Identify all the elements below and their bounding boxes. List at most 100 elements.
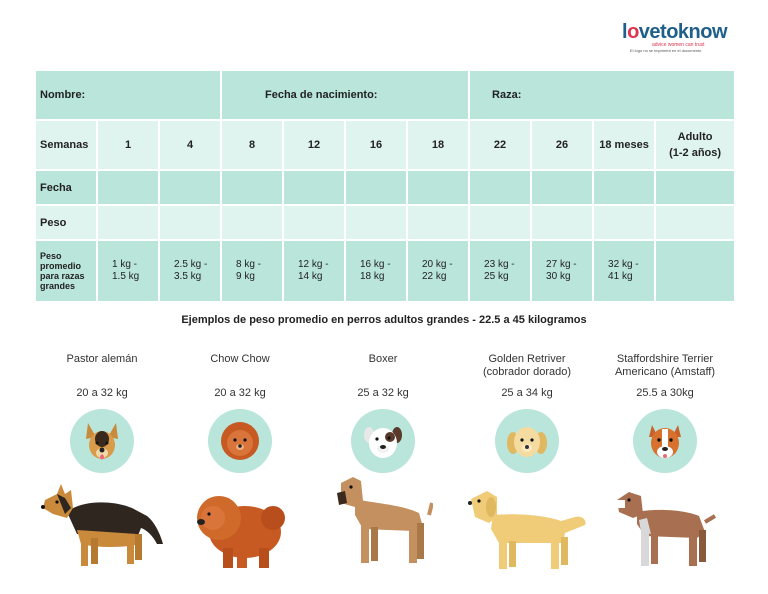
logo-tagline: advice women can trust: [652, 42, 705, 48]
date-input-cell[interactable]: [220, 169, 284, 206]
dog-body-illustration: [37, 478, 167, 575]
avg-weight-min: 16 kg -: [360, 259, 391, 270]
dog-weight-range: 25 a 32 kg: [357, 387, 409, 399]
date-input-cell[interactable]: [96, 169, 160, 206]
lovetoknow-logo: lovetoknow advice women can trust El log…: [622, 22, 734, 56]
dog-card: Chow Chow 20 a 32 kg: [170, 353, 310, 473]
avg-weight-min: 32 kg -: [608, 259, 639, 270]
date-input-cell[interactable]: [405, 169, 471, 206]
logo-note: El logo no se imprimirá en el documento: [630, 48, 702, 53]
week-header-cell: 22: [468, 119, 533, 171]
logo-wordmark: lovetoknow: [622, 21, 728, 43]
date-label: Fecha: [34, 169, 98, 206]
weight-input-cell[interactable]: [158, 204, 222, 241]
date-input-cell[interactable]: [592, 169, 657, 206]
avg-weight-max: 22 kg: [422, 271, 447, 282]
weight-input-cell[interactable]: [96, 204, 160, 241]
dog-face-illustration: [495, 409, 559, 473]
dog-breed-name: Chow Chow: [170, 353, 310, 379]
week-header-cell: 1: [96, 119, 160, 171]
dog-card: Boxer 25 a 32 kg: [313, 353, 453, 473]
dog-face-illustration: [633, 409, 697, 473]
dog-breed-name: Pastor alemán: [32, 353, 172, 379]
avg-weight-min: 27 kg -: [546, 259, 577, 270]
weight-input-cell[interactable]: [344, 204, 408, 241]
avg-weight-min: 2.5 kg -: [174, 259, 208, 270]
adult-label: Adulto: [677, 131, 713, 143]
dog-body-illustration: [613, 486, 717, 575]
dog-body-illustration: [465, 487, 589, 576]
dog-body-illustration: [333, 475, 434, 572]
avg-weight-cell: 1 kg -1.5 kg: [96, 239, 160, 303]
avg-weight-min: 23 kg -: [484, 259, 515, 270]
week-header-cell: 18: [405, 119, 471, 171]
weight-input-cell[interactable]: [592, 204, 657, 241]
dog-card: Golden Retriver (cobrador dorado) 25 a 34 …: [457, 353, 597, 473]
avg-weight-max: 1.5 kg: [112, 271, 140, 282]
avg-weight-max: 18 kg: [360, 271, 385, 282]
dog-body-illustration: [193, 488, 287, 577]
dog-breed-line2: Americano (Amstaff): [614, 366, 716, 378]
dog-weight-range: 25.5 a 30kg: [636, 387, 694, 399]
date-input-cell[interactable]: [282, 169, 346, 206]
birth-date-label: Fecha de nacimiento:: [219, 69, 471, 121]
avg-weight-cell: 32 kg -41 kg: [592, 239, 657, 303]
dog-face-illustration: [351, 409, 415, 473]
avg-weight-adult-cell: [654, 239, 737, 303]
dog-card: Staffordshire Terrier Americano (Amstaff)…: [595, 353, 735, 473]
date-input-cell[interactable]: [530, 169, 595, 206]
name-label: Nombre:: [34, 69, 222, 121]
avg-weight-cell: 12 kg -14 kg: [282, 239, 346, 303]
weight-label: Peso: [34, 204, 98, 241]
week-header-cell: 18 meses: [592, 119, 657, 171]
avg-weight-min: 20 kg -: [422, 259, 453, 270]
weight-input-cell[interactable]: [654, 204, 737, 241]
avg-weight-min: 1 kg -: [112, 259, 138, 270]
weight-input-cell[interactable]: [530, 204, 595, 241]
date-input-cell[interactable]: [158, 169, 222, 206]
date-input-cell[interactable]: [344, 169, 408, 206]
date-input-cell[interactable]: [654, 169, 737, 206]
avg-weight-max: 3.5 kg: [174, 271, 202, 282]
dog-face-illustration: [70, 409, 134, 473]
week-header-cell: 16: [344, 119, 408, 171]
dog-breed-line1: Staffordshire Terrier: [616, 353, 714, 365]
weight-input-cell[interactable]: [220, 204, 284, 241]
weight-input-cell[interactable]: [405, 204, 471, 241]
avg-weight-cell: 8 kg -9 kg: [220, 239, 284, 303]
avg-weight-cell: 20 kg -22 kg: [405, 239, 471, 303]
weeks-label: Semanas: [34, 119, 98, 171]
dog-breed-line1: Golden Retriver: [488, 353, 566, 365]
avg-weight-cell: 23 kg -25 kg: [468, 239, 533, 303]
avg-weight-cell: 2.5 kg -3.5 kg: [158, 239, 222, 303]
week-header-cell: 4: [158, 119, 222, 171]
avg-weight-min: 8 kg -: [236, 259, 262, 270]
weight-input-cell[interactable]: [282, 204, 346, 241]
adult-header-cell: Adulto (1-2 años): [654, 119, 737, 171]
avg-weight-max: 9 kg: [236, 271, 255, 282]
avg-weight-min: 12 kg -: [298, 259, 329, 270]
dog-breed-line2: (cobrador dorado): [482, 366, 572, 378]
dog-breed-line1: Chow Chow: [210, 353, 270, 365]
week-header-cell: 8: [220, 119, 284, 171]
dog-weight-range: 20 a 32 kg: [76, 387, 128, 399]
dog-breed-name: Golden Retriver (cobrador dorado): [457, 353, 597, 379]
dog-weight-range: 25 a 34 kg: [501, 387, 553, 399]
growth-chart-table: Nombre: Fecha de nacimiento: Raza: Seman…: [34, 69, 737, 303]
avg-weight-cell: 16 kg -18 kg: [344, 239, 408, 303]
avg-weight-max: 14 kg: [298, 271, 323, 282]
dog-weight-range: 20 a 32 kg: [214, 387, 266, 399]
dog-breed-line1: Pastor alemán: [66, 353, 138, 365]
week-header-cell: 12: [282, 119, 346, 171]
dog-breed-name: Staffordshire Terrier Americano (Amstaff): [595, 353, 735, 379]
avg-weight-max: 30 kg: [546, 271, 571, 282]
avg-weight-max: 41 kg: [608, 271, 633, 282]
week-header-cell: 26: [530, 119, 595, 171]
avg-weight-max: 25 kg: [484, 271, 509, 282]
date-input-cell[interactable]: [468, 169, 533, 206]
weight-input-cell[interactable]: [468, 204, 533, 241]
examples-caption: Ejemplos de peso promedio en perros adul…: [181, 314, 587, 326]
avg-weight-label: Peso promedio para razas grandes: [34, 239, 98, 303]
dog-card: Pastor alemán 20 a 32 kg: [32, 353, 172, 473]
breed-label: Raza:: [468, 69, 737, 121]
